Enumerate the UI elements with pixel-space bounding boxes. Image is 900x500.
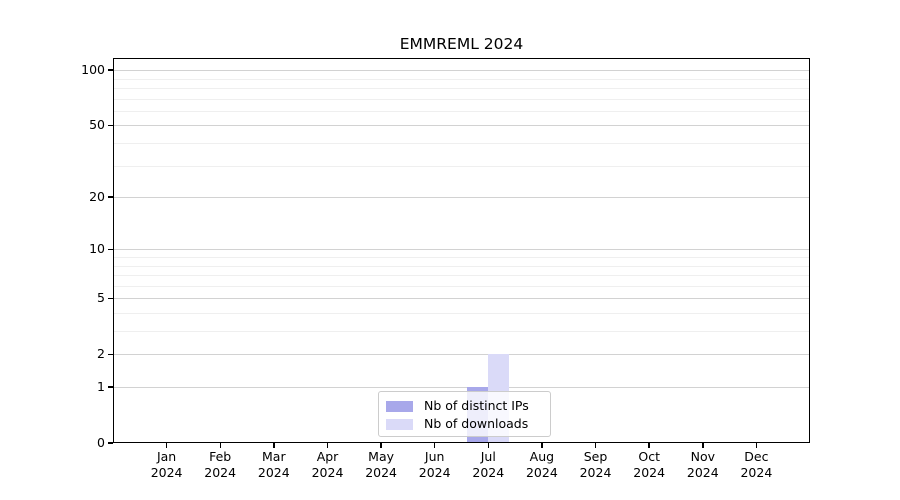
legend-label-distinct-ips: Nb of distinct IPs — [424, 398, 529, 413]
x-tick — [273, 443, 275, 448]
x-tick-month: Oct — [638, 449, 660, 464]
y-tick — [108, 196, 113, 198]
y-tick-label: 20 — [89, 189, 105, 204]
x-tick-label: Mar 2024 — [242, 449, 306, 481]
x-tick — [648, 443, 650, 448]
y-tick-label: 1 — [97, 379, 105, 394]
x-tick — [165, 443, 168, 448]
x-tick-label: Jan 2024 — [135, 449, 199, 481]
y-tick — [108, 297, 113, 299]
x-tick-label: Aug 2024 — [510, 449, 574, 481]
x-tick-label: May 2024 — [349, 449, 413, 481]
x-tick-label: Dec 2024 — [724, 449, 788, 481]
x-tick — [380, 443, 382, 448]
x-tick-year: 2024 — [365, 465, 397, 480]
y-tick-label: 50 — [89, 117, 105, 133]
x-tick-label: Jun 2024 — [403, 449, 467, 481]
x-tick-month: Jun — [424, 449, 445, 464]
y-tick — [108, 386, 113, 388]
x-tick-year: 2024 — [686, 465, 719, 480]
x-tick-label: Oct 2024 — [617, 449, 681, 481]
x-tick — [487, 443, 490, 448]
legend-swatch-distinct-ips — [386, 400, 413, 412]
x-tick — [219, 443, 221, 448]
y-tick-label: 100 — [81, 62, 105, 78]
x-tick-month: Dec — [744, 449, 769, 464]
x-tick-year: 2024 — [472, 465, 505, 480]
x-tick-label: Apr 2024 — [296, 449, 360, 481]
y-tick-label: 2 — [97, 346, 105, 362]
x-tick-month: Apr — [316, 449, 339, 464]
x-tick-label: Jul 2024 — [456, 449, 520, 481]
legend-item-downloads: Nb of downloads — [386, 415, 542, 433]
x-tick-month: Jul — [480, 449, 496, 464]
y-tick-label: 5 — [97, 290, 105, 306]
x-tick-year: 2024 — [257, 465, 290, 480]
x-tick-label: Sep 2024 — [564, 449, 628, 481]
x-tick — [433, 443, 436, 448]
chart-title: EMMREML 2024 — [399, 35, 524, 53]
x-tick-year: 2024 — [150, 465, 183, 480]
x-tick-month: Sep — [583, 449, 608, 464]
x-tick — [594, 443, 597, 448]
x-tick — [702, 443, 704, 448]
x-tick-year: 2024 — [633, 465, 666, 480]
x-tick-month: Jan — [156, 449, 177, 464]
x-tick-label: Nov 2024 — [671, 449, 735, 481]
x-tick-year: 2024 — [740, 465, 773, 480]
y-tick-label: 10 — [89, 241, 105, 257]
y-tick — [108, 353, 113, 355]
y-tick — [108, 248, 113, 250]
x-tick-label: Feb 2024 — [188, 449, 252, 481]
x-tick-month: Mar — [262, 449, 286, 464]
x-tick-month: Nov — [690, 449, 715, 464]
x-tick-year: 2024 — [579, 465, 612, 480]
legend-label-downloads: Nb of downloads — [424, 416, 529, 431]
plot-area — [113, 58, 810, 443]
y-tick — [108, 124, 113, 127]
x-tick-year: 2024 — [311, 465, 344, 480]
y-tick-label: 0 — [97, 435, 105, 450]
x-tick-year: 2024 — [204, 465, 237, 480]
legend: Nb of distinct IPs Nb of downloads — [378, 391, 551, 437]
x-tick-month: May — [368, 449, 395, 464]
x-tick — [541, 443, 543, 448]
legend-swatch-downloads — [386, 418, 413, 430]
x-tick — [326, 443, 329, 448]
x-tick-month: Aug — [529, 449, 555, 464]
y-tick — [108, 442, 113, 444]
legend-item-distinct-ips: Nb of distinct IPs — [386, 397, 542, 415]
x-tick-year: 2024 — [525, 465, 558, 480]
x-tick — [755, 443, 758, 448]
y-tick — [108, 69, 113, 71]
x-tick-year: 2024 — [418, 465, 451, 480]
x-tick-month: Feb — [209, 449, 232, 464]
